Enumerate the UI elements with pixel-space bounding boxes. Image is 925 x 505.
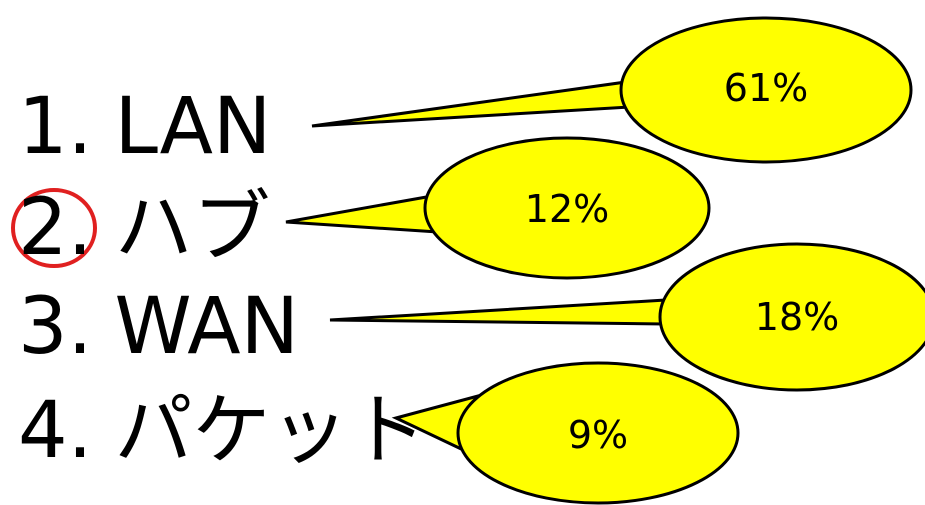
callout-pointer [285, 194, 440, 234]
callout-option-2: 12% [285, 136, 711, 280]
callout-bubble [456, 361, 740, 505]
option-number: 3 [18, 282, 68, 372]
callout-bubble [658, 242, 925, 392]
option-label: ハブ [114, 183, 271, 273]
option-label: LAN [114, 82, 272, 172]
percent-label: 61% [724, 66, 808, 110]
option-label: パケット [114, 386, 427, 476]
callout-pointer [311, 78, 648, 128]
percent-label: 18% [755, 295, 839, 339]
callout-pointer [329, 298, 668, 326]
option-separator: . [67, 282, 93, 372]
option-3: 3. WAN [18, 288, 299, 366]
callout-option-3: 18% [329, 242, 925, 392]
callout-option-4: 9% [391, 361, 740, 505]
callout-bubble [619, 16, 913, 164]
option-label: WAN [114, 282, 300, 372]
option-separator: . [67, 386, 93, 476]
percent-label: 9% [568, 413, 628, 457]
option-number: 4 [18, 386, 68, 476]
callout-option-1: 61% [311, 16, 913, 164]
callout-bubble [423, 136, 711, 280]
option-number: 2 [18, 183, 68, 273]
option-separator: . [67, 183, 93, 273]
option-1: 1. LAN [18, 88, 271, 166]
percent-label: 12% [525, 187, 609, 231]
option-4: 4. パケット [18, 392, 426, 470]
option-number: 1 [18, 82, 68, 172]
option-2: 2. ハブ [18, 189, 270, 267]
correct-answer-circle [11, 188, 97, 268]
option-separator: . [67, 82, 93, 172]
